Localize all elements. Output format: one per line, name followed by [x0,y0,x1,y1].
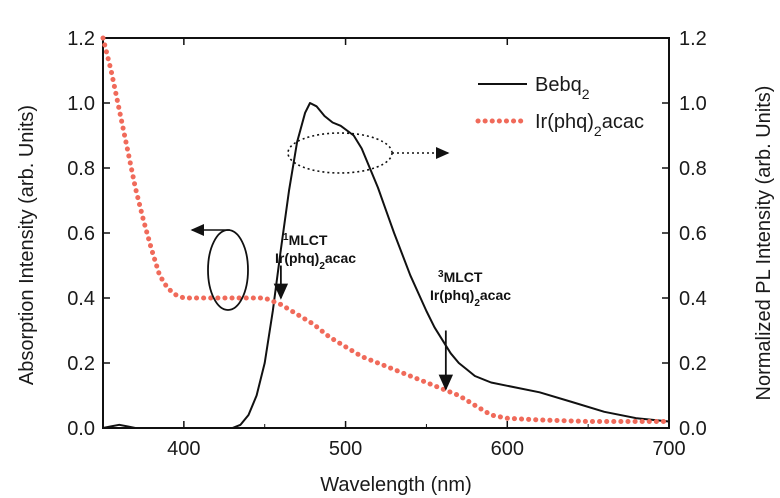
x-tick-label: 400 [167,438,200,460]
annotation-compound-sub: 2 [474,298,480,309]
y-tick-label-right: 1.0 [679,93,707,115]
x-tick-label: 500 [329,438,362,460]
annotation-compound-post: acac [325,250,356,266]
legend-label-sub: 2 [582,86,590,102]
y-axis-label-right: Normalized PL Intensity (arb. Units) [753,86,775,401]
absorption-axis-ellipse [207,229,249,311]
annotation-compound-sub: 2 [319,261,325,272]
y-tick-label-right: 0.4 [679,288,707,310]
annotation-compound-pre: Ir(phq) [430,287,474,303]
annotation-mlct-label: 3MLCT [438,269,483,286]
annotation-compound-pre: Ir(phq) [275,250,319,266]
legend-label: Bebq2 [535,74,590,102]
legend-label-main: Bebq [535,74,582,96]
annotation-superscript: 3 [438,269,444,280]
y-tick-label-left: 1.0 [67,93,95,115]
y-tick-label-left: 0.6 [67,223,95,245]
annotation-compound-label: Ir(phq)2acac [275,250,356,272]
series-line-bebq2 [102,102,670,429]
annotation-compound-post: acac [480,287,511,303]
y-tick-label-right: 0.2 [679,353,707,375]
y-tick-label-left: 0.4 [67,288,95,310]
annotation-mlct-label: 1MLCT [283,232,328,249]
y-tick-label-left: 0.0 [67,418,95,440]
annotation-mlct-text: MLCT [444,269,483,285]
x-tick-label: 600 [491,438,524,460]
x-tick-label: 700 [652,438,685,460]
y-tick-label-right: 0.0 [679,418,707,440]
pl-axis-ellipse [287,132,393,174]
series-group [100,35,672,429]
series-line-ir-phq2-acac [100,35,672,424]
y-tick-label-right: 0.8 [679,158,707,180]
y-axis-label-left: Absorption Intensity (arb. Units) [16,105,38,385]
y-tick-label-right: 1.2 [679,28,707,50]
y-tick-label-left: 0.8 [67,158,95,180]
y-tick-label-right: 0.6 [679,223,707,245]
annotation-superscript: 1 [283,232,289,243]
legend-label: Ir(phq)2acac [535,111,644,139]
y-tick-label-left: 0.2 [67,353,95,375]
axes-group: 400 500 600 7000.00.20.40.60.81.01.20.00.20… [67,28,707,460]
x-axis-label: Wavelength (nm) [320,474,472,496]
legend-label-main: Ir(phq) [535,111,594,133]
legend-label-suffix: acac [602,111,644,133]
annotation-compound-label: Ir(phq)2acac [430,287,511,309]
y-tick-label-left: 1.2 [67,28,95,50]
annotation-mlct-text: MLCT [289,232,328,248]
legend-label-sub: 2 [594,123,602,139]
